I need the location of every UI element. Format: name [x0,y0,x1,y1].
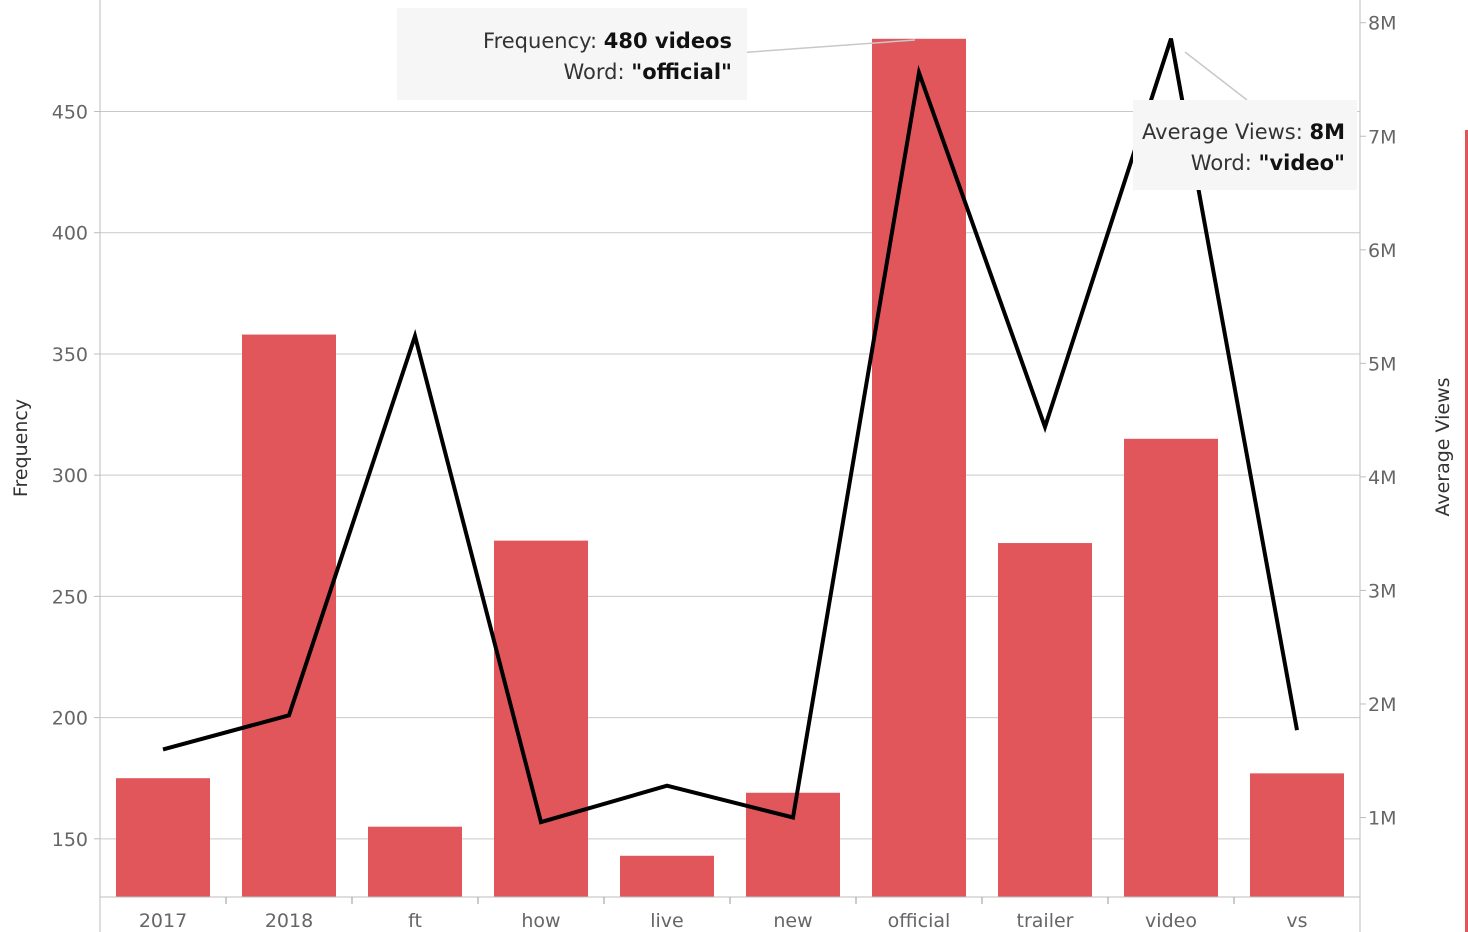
y2-tick-label: 5M [1368,353,1396,375]
tooltip-line-video: Word: "video" [1191,151,1345,175]
annotation-leader-video [1184,51,1248,101]
tooltip-value: 8M [1309,120,1345,144]
bar-vs [1250,773,1344,897]
tooltip-label: Average Views: [1142,120,1309,144]
annotations: Frequency: 480 videos Word: "official" Ave… [397,8,1357,190]
annotation-leader-official [736,39,916,54]
x-tick-label: how [521,910,560,932]
x-tick-label: video [1145,910,1197,932]
tooltip-label: Word: [1191,151,1259,175]
x-tick-label: 2018 [265,910,313,932]
x-tick-label: vs [1286,910,1307,932]
edge-accent [1465,130,1468,932]
x-tick-label: official [888,910,951,932]
y2-tick-label: 2M [1368,694,1396,716]
bar-2017 [116,778,210,897]
tooltip-box-video [1133,100,1357,190]
x-tick-label: new [773,910,812,932]
bar-how [494,540,588,897]
y-tick-label: 300 [52,465,88,487]
y2-tick-label: 8M [1368,13,1396,35]
x-tick-label: 2017 [139,910,187,932]
y2-axis-title: Average Views [1432,377,1454,516]
line-series [162,37,1299,825]
bar-official [872,38,966,898]
y2-tick-label: 1M [1368,808,1396,830]
bar-live [620,855,714,897]
y-tick-label: 250 [52,586,88,608]
y2-tick-label: 6M [1368,240,1396,262]
axes: 150 200 250 300 350 400 450 1M 2M 3M 4M 5M 6M 7M 8M 201… [10,0,1468,932]
tooltip-label: Frequency: [483,29,604,53]
x-tick-label: ft [408,910,422,932]
tooltip-line-official: Word: "official" [564,60,732,84]
x-tick-label: trailer [1017,910,1074,932]
tooltip-box-official [397,8,747,100]
tooltip-value: "official" [631,60,732,84]
y-tick-label: 150 [52,829,88,851]
tooltip-line-official: Frequency: 480 videos [483,29,732,53]
tooltip-label: Word: [564,60,632,84]
bar-trailer [998,543,1092,897]
y-tick-label: 200 [52,708,88,730]
y2-tick-label: 4M [1368,467,1396,489]
y-tick-label: 450 [52,102,88,124]
bar-video [1124,438,1218,897]
tooltip-line-video: Average Views: 8M [1142,120,1345,144]
line-average-views [162,37,1299,825]
bar-ft [368,826,462,897]
x-tick-label: live [650,910,684,932]
y2-tick-label: 7M [1368,126,1396,148]
tooltip-value: 480 videos [604,29,732,53]
y-tick-label: 350 [52,344,88,366]
tooltip-value: "video" [1259,151,1345,175]
y-tick-label: 400 [52,223,88,245]
y2-tick-label: 3M [1368,580,1396,602]
y-axis-title: Frequency [10,399,32,497]
